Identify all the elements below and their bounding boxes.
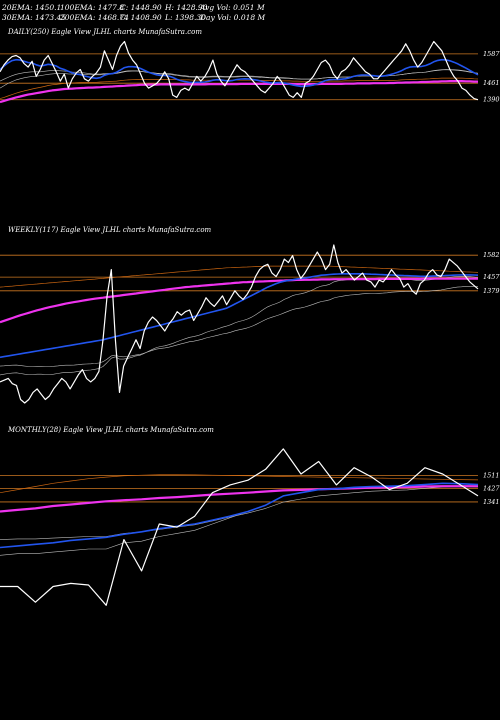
ema-blue-line xyxy=(0,272,479,359)
ema-orange-line xyxy=(0,265,479,288)
header-avg-vol: Avg Vol: 0.051 M xyxy=(200,3,265,12)
ema-orange-line xyxy=(0,474,479,494)
daily-chart: 1587 1461 1390 xyxy=(0,40,500,104)
weekly-chart: 1582 1457 1379 xyxy=(0,244,500,404)
ema-orange-line xyxy=(0,77,479,99)
header-close: C: 1448.90 xyxy=(120,3,162,12)
ema-pink-line xyxy=(0,485,478,513)
ema-thin-line-2 xyxy=(0,486,479,540)
y-axis-label: 1511 xyxy=(483,471,500,479)
y-axis-label: 1341 xyxy=(483,498,500,506)
header-open: C: 1408.90 xyxy=(120,13,162,22)
header-high: H: 1428.90 xyxy=(165,3,208,12)
y-axis-label: 1457 xyxy=(483,273,500,281)
price-line xyxy=(0,40,479,101)
header-low: L: 1398.30 xyxy=(165,13,206,22)
y-axis-label: 1587 xyxy=(483,50,500,58)
ema-pink-line xyxy=(0,79,478,104)
weekly-chart-title: WEEKLY(117) Eagle View JLHL charts Munaf… xyxy=(8,226,212,234)
ema-thin-line-2 xyxy=(0,69,479,82)
y-axis-label: 1582 xyxy=(483,251,500,259)
daily-chart-title: DAILY(250) Eagle View JLHL charts Munafa… xyxy=(8,28,202,36)
header-day-vol: Day Vol: 0.018 M xyxy=(200,13,266,22)
header-ema200: 200EMA: 1468.74 xyxy=(60,13,129,22)
ema-blue-line xyxy=(0,58,479,88)
ema-pink-line xyxy=(0,277,478,324)
y-axis-label: 1461 xyxy=(483,79,500,87)
y-axis-label: 1390 xyxy=(483,96,500,104)
y-axis-label: 1427 xyxy=(483,485,500,493)
ema-thin-line-2 xyxy=(0,286,479,367)
price-line xyxy=(0,244,479,404)
y-axis-label: 1379 xyxy=(483,287,500,295)
header-ema30: 30EMA: 1473.45 xyxy=(2,13,67,22)
monthly-chart: 1511 1427 1341 xyxy=(0,448,500,606)
price-line xyxy=(0,448,479,606)
header-ema20: 20EMA: 1450.1 xyxy=(2,3,62,12)
monthly-chart-title: MONTHLY(28) Eagle View JLHL charts Munaf… xyxy=(8,426,214,434)
header-ema100: 100EMA: 1477.8 xyxy=(60,3,125,12)
